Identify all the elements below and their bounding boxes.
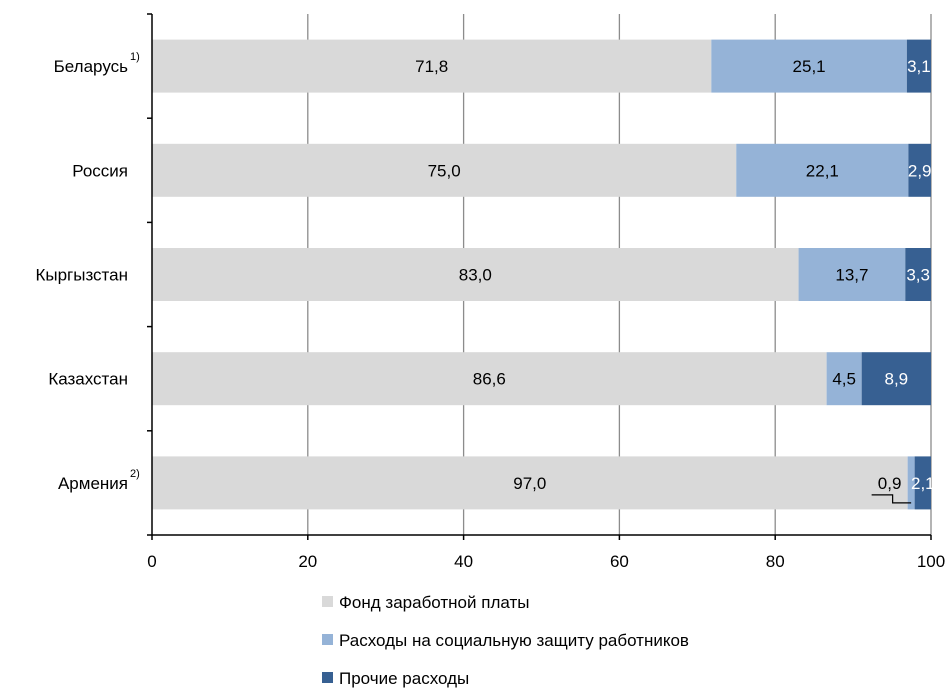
data-label: 13,7 [835, 266, 868, 285]
x-tick-label: 0 [147, 552, 156, 571]
data-label: 3,3 [906, 266, 930, 285]
category-label: Беларусь [54, 57, 128, 76]
data-label: 97,0 [513, 474, 546, 493]
x-tick-label: 80 [766, 552, 785, 571]
bar-segment [798, 248, 906, 301]
bar-segment [711, 39, 907, 93]
bar-segment [736, 143, 909, 197]
legend-label: Расходы на социальную защиту работников [339, 631, 689, 650]
category-footnote: 2) [130, 468, 140, 480]
bar-segment [826, 352, 862, 406]
data-labels: 71,8 25,1 3,1 75,0 22,1 2,9 83,0 13,7 3,3 86,6 4,5… [415, 57, 935, 504]
bars [152, 39, 931, 510]
data-label: 8,9 [885, 370, 909, 389]
data-label: 2,1 [911, 474, 935, 493]
category-footnote: 1) [130, 51, 140, 63]
x-tick-label: 60 [610, 552, 629, 571]
data-label: 3,1 [907, 57, 931, 76]
bar-segment [152, 456, 908, 510]
x-tick-label: 100 [917, 552, 945, 571]
data-label: 83,0 [459, 266, 492, 285]
data-label: 75,0 [428, 161, 461, 180]
category-label: Россия [72, 161, 128, 180]
legend-label: Фонд заработной платы [339, 593, 529, 612]
data-label: 25,1 [793, 57, 826, 76]
data-label: 0,9 [878, 474, 902, 493]
bar-segment [908, 143, 931, 197]
legend-label: Прочие расходы [339, 669, 469, 688]
legend-swatch [322, 672, 333, 683]
legend: Фонд заработной платы Расходы на социальн… [322, 593, 689, 688]
bar-segment [861, 352, 931, 406]
data-label: 4,5 [832, 370, 856, 389]
data-label: 71,8 [415, 57, 448, 76]
bar-segment [152, 143, 737, 197]
data-label: 22,1 [806, 161, 839, 180]
bar-segment [152, 248, 799, 301]
bar-segment [907, 456, 915, 510]
x-tick-label: 20 [298, 552, 317, 571]
category-label: Казахстан [48, 370, 128, 389]
x-tick-label: 40 [454, 552, 473, 571]
bar-segment [914, 456, 931, 510]
leader-line [871, 494, 912, 504]
data-label: 2,9 [908, 161, 932, 180]
category-label: Кыргызстан [35, 266, 128, 285]
bar-segment [152, 352, 827, 406]
bar-segment [905, 248, 931, 301]
axes: Беларусь 1) Россия Кыргызстан Казахстан Армен… [35, 13, 945, 571]
bar-segment [906, 39, 931, 93]
data-label: 86,6 [473, 370, 506, 389]
category-label: Армения [58, 474, 128, 493]
bar-segment [152, 39, 712, 93]
legend-swatch [322, 596, 333, 607]
legend-swatch [322, 634, 333, 645]
